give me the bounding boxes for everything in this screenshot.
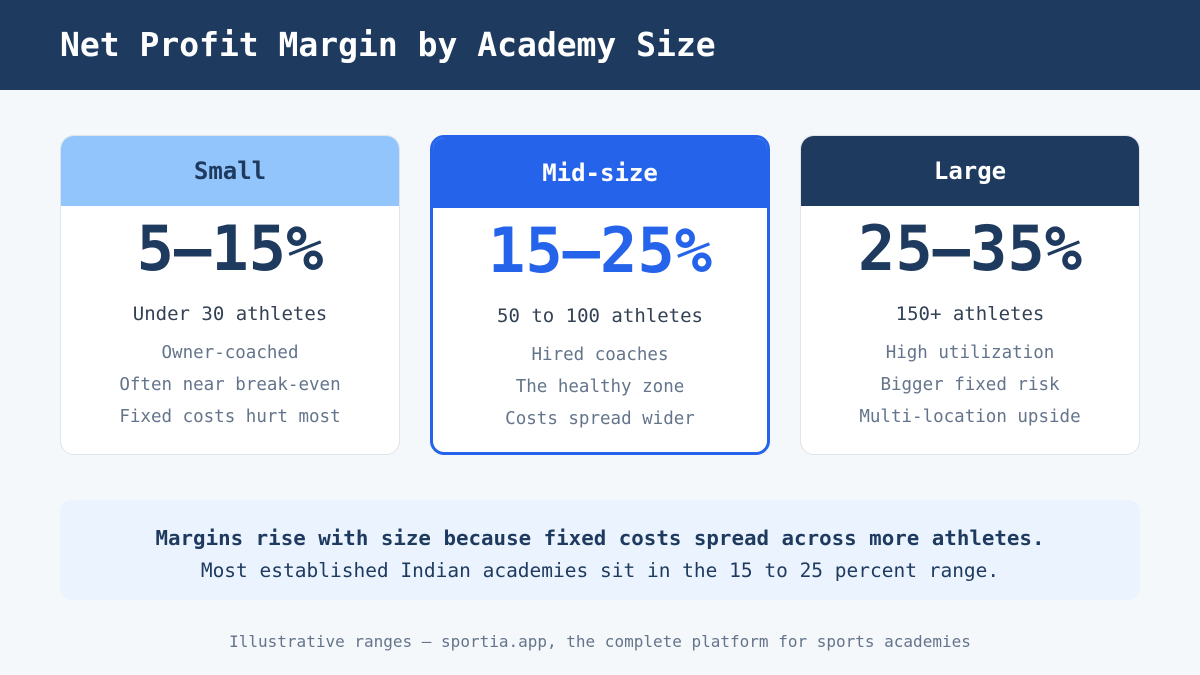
card-label: Small xyxy=(61,136,399,206)
academy-size: Under 30 athletes xyxy=(132,303,328,325)
point: Fixed costs hurt most xyxy=(119,407,341,427)
footer-note: Illustrative ranges – sportia.app, the c… xyxy=(229,632,971,651)
point: The healthy zone xyxy=(515,377,685,397)
card-label: Large xyxy=(801,136,1139,206)
academy-size: 50 to 100 athletes xyxy=(497,305,703,327)
card: Small 5–15% Under 30 athletes Owner-coached… xyxy=(60,135,400,455)
point: Often near break-even xyxy=(119,375,341,395)
points: Owner-coached Often near break-even Fixed … xyxy=(61,337,399,433)
card: Large 25–35% 150+ athletes High utilization… xyxy=(800,135,1140,455)
point: Multi-location upside xyxy=(859,407,1081,427)
margin-range: 5–15% xyxy=(136,212,324,285)
point: Owner-coached xyxy=(161,343,299,363)
callout-headline: Margins rise with size because fixed cos… xyxy=(155,526,1045,550)
callout: Margins rise with size because fixed cos… xyxy=(60,500,1140,600)
margin-range: 15–25% xyxy=(488,214,712,287)
points: Hired coaches The healthy zone Costs sprea… xyxy=(433,339,767,435)
card-label: Mid-size xyxy=(433,138,767,208)
academy-size: 150+ athletes xyxy=(895,303,1045,325)
card: Mid-size 15–25% 50 to 100 athletes Hired co… xyxy=(430,135,770,455)
margin-range: 25–35% xyxy=(858,212,1082,285)
point: High utilization xyxy=(885,343,1055,363)
point: Bigger fixed risk xyxy=(880,375,1060,395)
point: Costs spread wider xyxy=(505,409,695,429)
title: Net Profit Margin by Academy Size xyxy=(60,25,716,64)
points: High utilization Bigger fixed risk Multi-l… xyxy=(801,337,1139,433)
header: Net Profit Margin by Academy Size xyxy=(0,0,1200,90)
point: Hired coaches xyxy=(531,345,669,365)
callout-detail: Most established Indian academies sit in… xyxy=(200,559,1000,582)
